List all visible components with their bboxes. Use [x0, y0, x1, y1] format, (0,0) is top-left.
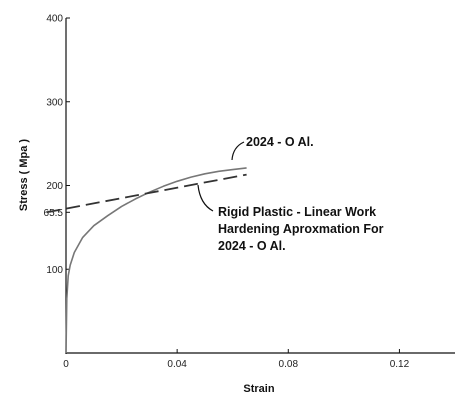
y-tick-label: 65.5 — [44, 208, 64, 219]
series-group — [46, 167, 247, 354]
y-tick-label: 200 — [46, 181, 63, 192]
annotations-group: 2024 - O Al. Rigid Plastic - Linear Work H… — [197, 135, 384, 253]
annotation-linear-label-line: 2024 - O Al. — [218, 239, 286, 253]
annotation-curve-leader — [231, 141, 245, 161]
annotation-linear-label-line: Rigid Plastic - Linear Work — [218, 205, 376, 219]
y-tick-label: 300 — [46, 97, 63, 108]
series-curve — [65, 167, 247, 354]
series-linear — [46, 173, 247, 214]
x-tick-label: 0.04 — [167, 359, 187, 370]
y-axis-label: Stress ( Mpa ) — [18, 139, 30, 211]
y-tick-label: 100 — [46, 265, 63, 276]
annotation-linear-leader — [197, 184, 214, 212]
axes-group — [65, 18, 455, 354]
x-tick-label: 0.08 — [279, 359, 299, 370]
x-tick-label: 0.12 — [390, 359, 410, 370]
annotation-curve-label: 2024 - O Al. — [246, 135, 314, 149]
y-tick-label: 400 — [46, 14, 63, 25]
annotation-linear-label-line: Hardening Aproxmation For — [218, 222, 384, 236]
ticks-group: 100 65.5 200 300 400 0 0.04 0.08 0.12 — [44, 14, 410, 371]
x-tick-label: 0 — [63, 359, 69, 370]
x-axis-label: Strain — [243, 383, 274, 395]
